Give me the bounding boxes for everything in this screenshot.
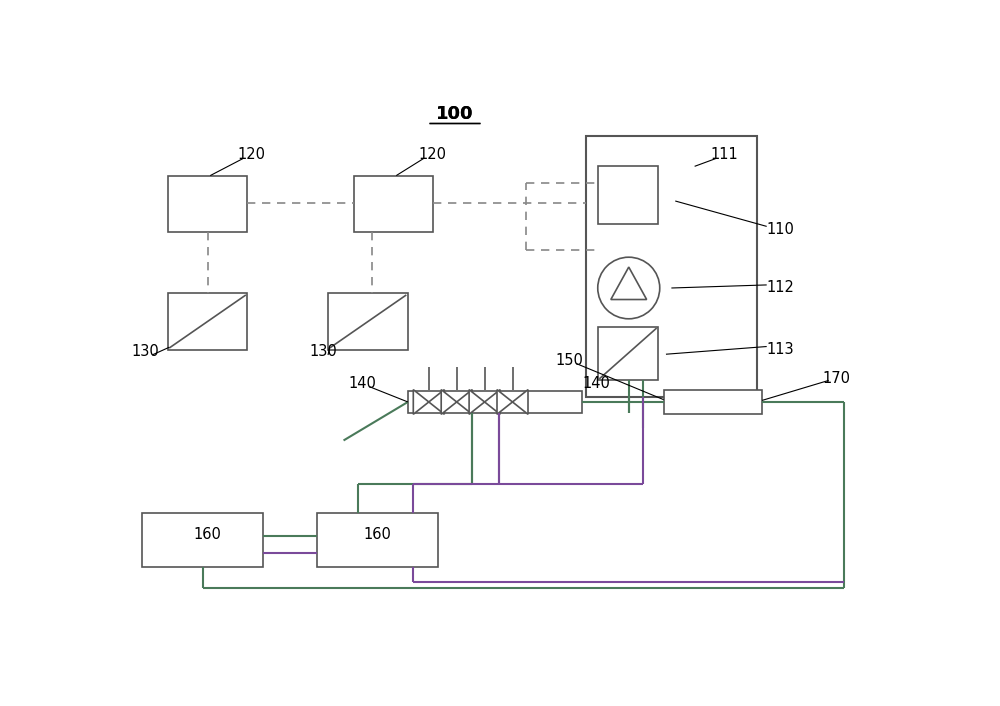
Bar	[586, 136, 757, 397]
Text: 160: 160	[364, 527, 392, 542]
Text: 150: 150	[555, 353, 583, 368]
Text: 113: 113	[767, 342, 794, 357]
Text: 112: 112	[767, 280, 795, 296]
Text: 160: 160	[193, 527, 221, 542]
Polygon shape	[485, 390, 500, 414]
Circle shape	[598, 257, 660, 319]
Text: 130: 130	[309, 344, 337, 359]
Bar	[408, 391, 582, 413]
Polygon shape	[457, 390, 472, 414]
Text: 120: 120	[418, 148, 446, 162]
Text: 140: 140	[348, 376, 376, 391]
Text: 120: 120	[237, 148, 265, 162]
Polygon shape	[413, 390, 429, 414]
Bar	[168, 176, 247, 232]
Text: 111: 111	[710, 148, 738, 162]
Polygon shape	[512, 390, 528, 414]
Bar	[168, 294, 247, 349]
Bar	[317, 513, 438, 567]
Polygon shape	[611, 267, 647, 299]
Text: 110: 110	[767, 222, 795, 237]
Text: 100: 100	[436, 105, 473, 123]
Bar	[328, 294, 408, 349]
Text: 130: 130	[131, 344, 159, 359]
Bar	[598, 326, 658, 381]
Bar	[354, 176, 433, 232]
Polygon shape	[429, 390, 444, 414]
Bar	[664, 390, 762, 414]
Bar	[598, 167, 658, 224]
Bar	[142, 513, 263, 567]
Text: 100: 100	[436, 105, 473, 123]
Polygon shape	[469, 390, 485, 414]
Polygon shape	[497, 390, 512, 414]
Text: 170: 170	[822, 371, 850, 385]
Text: 140: 140	[582, 376, 610, 391]
Polygon shape	[441, 390, 457, 414]
